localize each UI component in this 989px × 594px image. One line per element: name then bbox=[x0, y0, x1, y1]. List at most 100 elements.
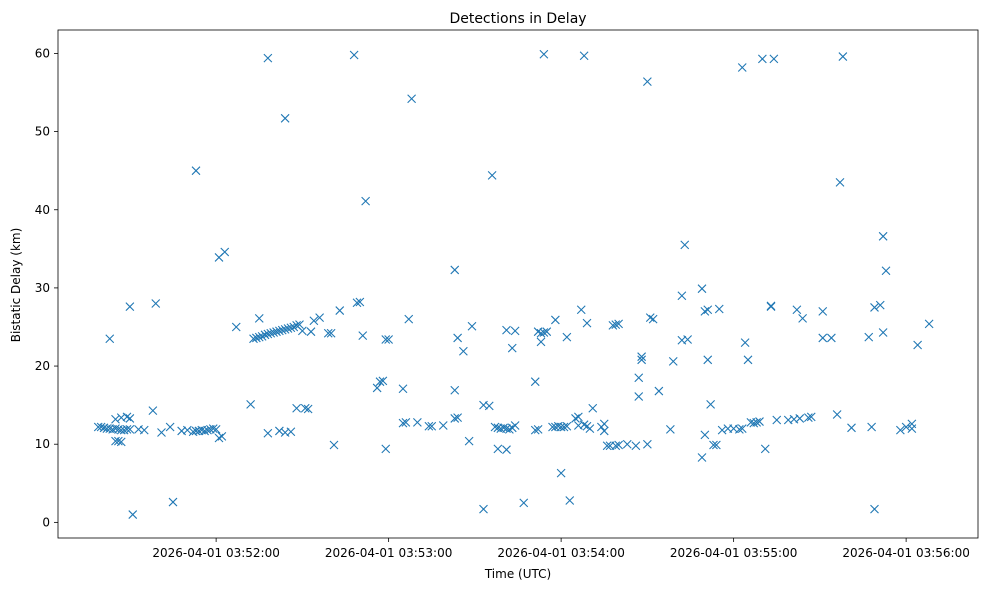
data-point bbox=[637, 352, 647, 362]
data-point bbox=[818, 333, 828, 343]
data-point bbox=[125, 414, 135, 423]
data-point bbox=[654, 386, 664, 396]
data-point bbox=[283, 324, 293, 333]
data-point bbox=[329, 440, 339, 450]
data-point bbox=[585, 424, 595, 433]
data-point bbox=[116, 437, 126, 447]
data-point bbox=[740, 338, 750, 348]
y-tick-label: 0 bbox=[42, 515, 50, 529]
data-point bbox=[361, 196, 371, 206]
data-point bbox=[128, 510, 138, 519]
data-point bbox=[254, 313, 264, 323]
data-point bbox=[398, 418, 408, 428]
data-point bbox=[703, 355, 713, 365]
data-point bbox=[280, 324, 290, 334]
data-point bbox=[792, 305, 802, 315]
data-point bbox=[139, 425, 149, 435]
data-point bbox=[266, 328, 276, 338]
data-point bbox=[211, 424, 221, 434]
data-point bbox=[760, 444, 770, 454]
data-point bbox=[582, 318, 592, 328]
data-point bbox=[251, 333, 261, 343]
data-point bbox=[467, 321, 477, 331]
y-tick-label: 40 bbox=[35, 203, 50, 217]
data-point bbox=[634, 392, 644, 401]
data-point bbox=[588, 403, 598, 413]
data-point bbox=[280, 113, 290, 123]
x-tick-label: 2026-04-01 03:53:00 bbox=[325, 546, 452, 560]
data-point bbox=[453, 413, 463, 423]
data-point bbox=[404, 314, 414, 324]
data-point bbox=[550, 315, 560, 325]
data-point bbox=[631, 441, 641, 451]
data-point bbox=[847, 423, 856, 433]
data-point bbox=[257, 331, 267, 341]
data-point bbox=[260, 330, 270, 340]
data-point bbox=[835, 178, 845, 187]
data-point bbox=[165, 422, 175, 432]
data-point bbox=[867, 422, 877, 432]
data-point bbox=[315, 313, 325, 322]
data-point bbox=[734, 424, 744, 434]
data-point bbox=[924, 319, 934, 329]
data-point bbox=[274, 326, 284, 336]
data-point bbox=[479, 504, 488, 514]
data-point bbox=[220, 247, 230, 257]
data-point bbox=[579, 420, 589, 430]
data-point bbox=[125, 302, 135, 312]
data-point bbox=[806, 412, 816, 422]
data-point bbox=[870, 303, 879, 312]
data-point bbox=[499, 423, 509, 433]
data-point bbox=[697, 453, 707, 462]
data-point bbox=[677, 291, 687, 301]
data-point bbox=[191, 166, 201, 176]
data-point bbox=[766, 302, 776, 312]
data-point bbox=[717, 425, 727, 435]
x-tick-label: 2026-04-01 03:56:00 bbox=[842, 546, 969, 560]
data-point bbox=[208, 424, 218, 433]
data-point bbox=[303, 404, 313, 414]
data-point bbox=[384, 335, 394, 344]
data-point bbox=[680, 240, 690, 250]
data-point bbox=[263, 428, 273, 438]
data-point bbox=[375, 377, 385, 387]
y-tick-label: 20 bbox=[35, 359, 50, 373]
data-point bbox=[645, 313, 655, 322]
data-point bbox=[878, 328, 888, 337]
data-point bbox=[714, 304, 724, 314]
data-point bbox=[309, 316, 319, 326]
data-point bbox=[533, 424, 543, 434]
data-point bbox=[711, 440, 721, 450]
plot-frame bbox=[57, 29, 979, 539]
data-point bbox=[648, 314, 658, 324]
x-tick-label: 2026-04-01 03:54:00 bbox=[497, 546, 624, 560]
data-point bbox=[795, 414, 805, 423]
y-axis-label: Bistatic Delay (km) bbox=[9, 228, 23, 343]
data-point bbox=[490, 422, 500, 432]
data-point bbox=[565, 496, 575, 505]
data-point bbox=[826, 333, 836, 343]
data-point bbox=[200, 426, 210, 436]
data-point bbox=[864, 332, 874, 342]
data-point bbox=[766, 301, 776, 311]
y-tick-label: 30 bbox=[35, 281, 50, 295]
data-point bbox=[536, 337, 546, 347]
data-point bbox=[122, 424, 132, 434]
data-point bbox=[769, 54, 779, 64]
data-point bbox=[519, 498, 529, 508]
data-point bbox=[637, 355, 647, 365]
x-tick-label: 2026-04-01 03:52:00 bbox=[152, 546, 279, 560]
data-point bbox=[289, 322, 299, 332]
data-point bbox=[398, 384, 408, 394]
data-point bbox=[148, 406, 158, 415]
data-point bbox=[907, 424, 917, 433]
data-point bbox=[246, 399, 256, 409]
data-point bbox=[573, 412, 583, 422]
data-point bbox=[502, 325, 511, 335]
data-point bbox=[349, 50, 359, 60]
data-point bbox=[542, 327, 552, 337]
data-point bbox=[438, 421, 448, 430]
data-point bbox=[401, 417, 411, 427]
data-point bbox=[96, 422, 106, 432]
